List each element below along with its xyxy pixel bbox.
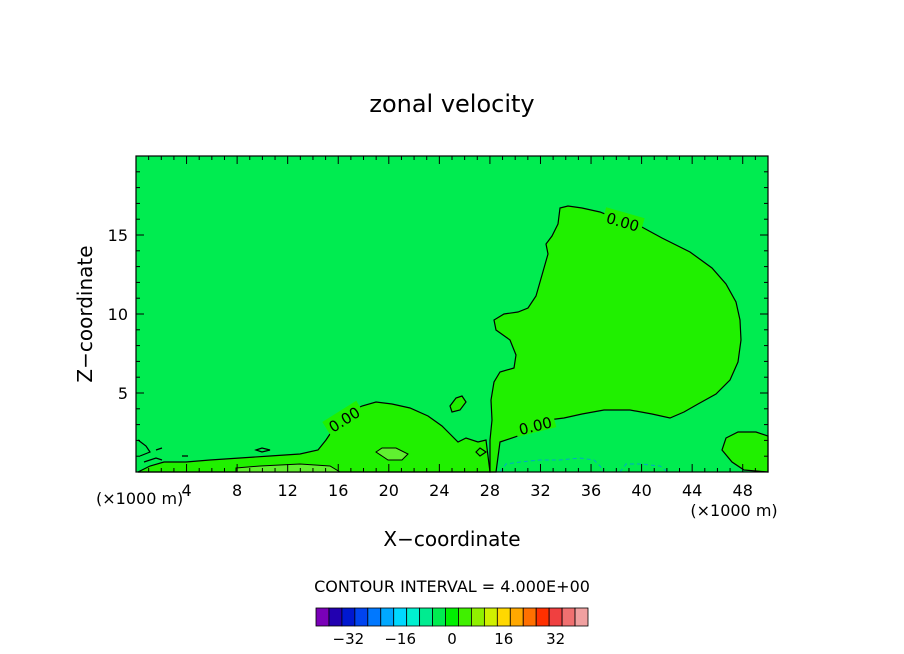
colorbar-swatch <box>419 607 433 627</box>
negative-dashed-contour <box>499 457 669 473</box>
colorbar-swatch <box>393 607 408 627</box>
y-tick-label: 10 <box>108 305 128 324</box>
colorbar-swatch <box>535 607 550 627</box>
colorbar-tick-label: −32 <box>333 630 365 648</box>
contour-label-mask <box>322 400 365 436</box>
x-tick-label: 28 <box>480 481 500 500</box>
x-tick-label: 16 <box>328 481 348 500</box>
contour-label-mask <box>601 207 645 234</box>
x-unit-left: (×1000 m) <box>96 489 183 508</box>
x-tick-label: 48 <box>733 481 753 500</box>
x-tick-label: 32 <box>530 481 550 500</box>
colorbar-swatch <box>574 607 589 627</box>
contour-label-mask <box>513 411 557 437</box>
colorbar-swatch <box>471 607 485 627</box>
colorbar-swatch <box>354 607 369 627</box>
x-unit-right: (×1000 m) <box>690 501 777 520</box>
small-contour-loop <box>475 447 488 457</box>
small-contour-loop <box>254 447 271 453</box>
colorbar-swatch <box>561 607 576 627</box>
colorbar-swatch <box>432 607 446 627</box>
colorbar-swatch <box>509 607 524 627</box>
x-tick-label: 36 <box>581 481 601 500</box>
x-tick-label: 24 <box>429 481 449 500</box>
positive-region-small <box>449 395 467 413</box>
colorbar-swatch <box>406 607 421 627</box>
colorbar-tick-label: −16 <box>384 630 416 648</box>
x-tick-label: 20 <box>379 481 399 500</box>
colorbar-swatch <box>483 607 498 627</box>
left-edge-contours <box>137 439 188 463</box>
colorbar-swatch <box>367 607 382 627</box>
contour-interval: CONTOUR INTERVAL = 4.000E+00 <box>314 577 590 596</box>
y-tick-label: 15 <box>108 226 128 245</box>
chart-title: zonal velocity <box>369 90 534 118</box>
x-axis-label: X−coordinate <box>383 527 520 551</box>
colorbar-swatch <box>522 607 537 627</box>
colorbar-tick-label: 16 <box>494 630 513 648</box>
colorbar: −32 −16 0 16 32 <box>315 607 589 648</box>
x-tick-label: 4 <box>181 481 191 500</box>
colorbar-tick-label: 0 <box>447 630 457 648</box>
positive-region-right <box>721 431 769 473</box>
x-tick-label: 12 <box>278 481 298 500</box>
colorbar-swatch <box>496 607 511 627</box>
colorbar-swatch <box>548 607 563 627</box>
x-tick-label: 44 <box>682 481 702 500</box>
x-tick-label: 8 <box>232 481 242 500</box>
colorbar-swatch <box>315 607 330 627</box>
colorbar-swatch <box>341 607 356 627</box>
colorbar-tick-label: 32 <box>546 630 565 648</box>
colorbar-swatch <box>328 607 343 627</box>
colorbar-swatch <box>445 607 459 627</box>
y-axis-label: Z−coordinate <box>73 245 97 382</box>
stronger-positive-patch <box>375 447 409 461</box>
y-tick-label: 5 <box>118 384 128 403</box>
x-tick-label: 40 <box>631 481 651 500</box>
colorbar-swatch <box>380 607 395 627</box>
colorbar-swatch <box>458 607 472 627</box>
